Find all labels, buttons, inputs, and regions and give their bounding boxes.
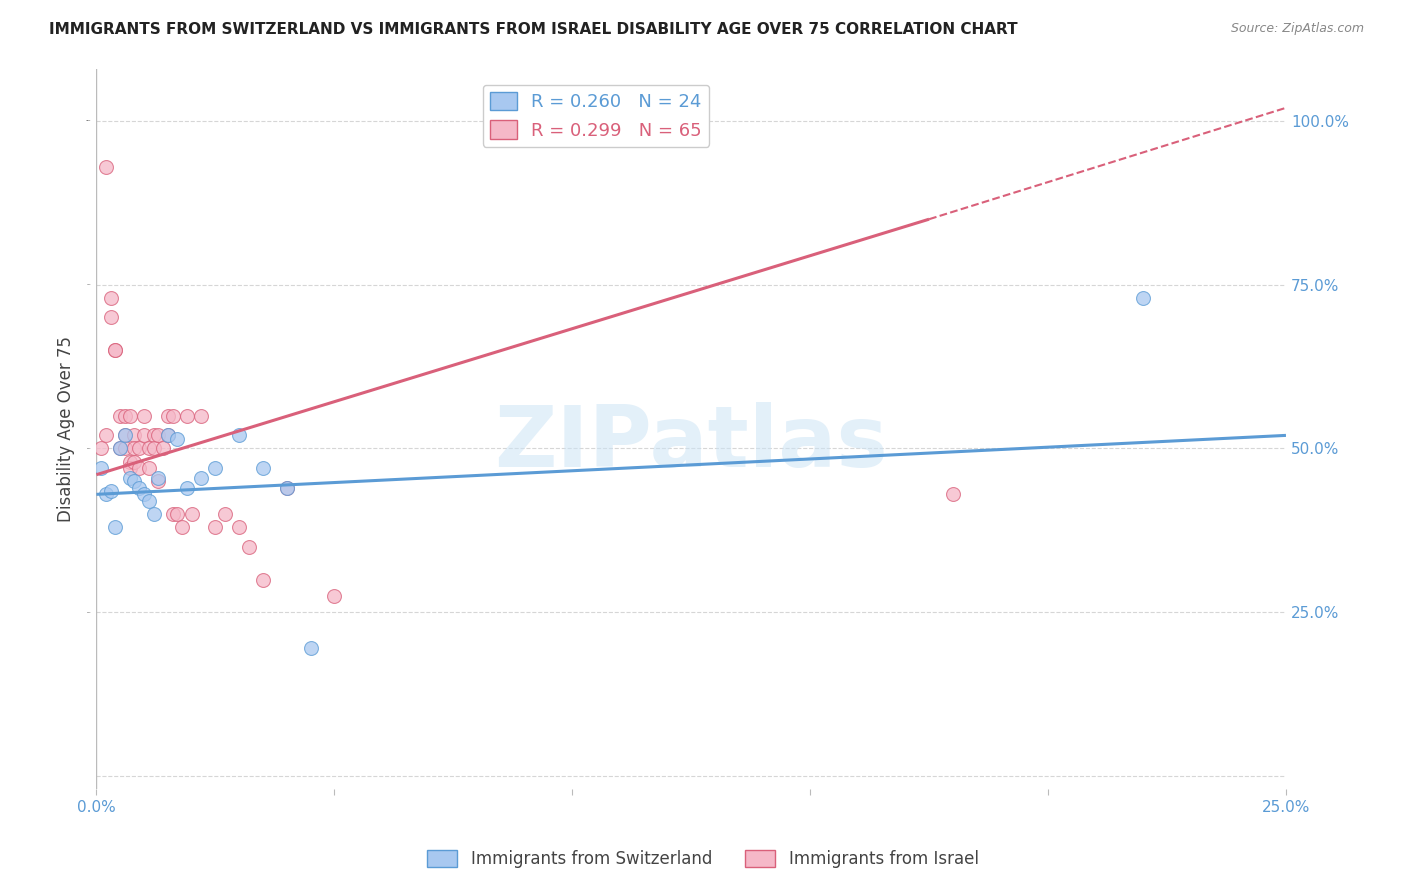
- Point: [176, 409, 198, 423]
- Point: [100, 310, 122, 325]
- Point: [252, 573, 274, 587]
- Point: [118, 461, 141, 475]
- Point: [114, 442, 136, 456]
- Point: [138, 494, 160, 508]
- Point: [170, 520, 193, 534]
- Point: [94, 160, 117, 174]
- Point: [228, 428, 250, 442]
- Point: [323, 589, 346, 603]
- Point: [104, 520, 127, 534]
- Point: [299, 641, 322, 656]
- Point: [114, 409, 136, 423]
- Point: [138, 442, 160, 456]
- Point: [142, 428, 165, 442]
- Point: [108, 442, 131, 456]
- Point: [124, 475, 146, 489]
- Point: [204, 461, 226, 475]
- Legend: Immigrants from Switzerland, Immigrants from Israel: Immigrants from Switzerland, Immigrants …: [420, 843, 986, 875]
- Point: [148, 428, 170, 442]
- Point: [128, 442, 150, 456]
- Point: [162, 507, 184, 521]
- Point: [276, 481, 298, 495]
- Point: [238, 540, 260, 554]
- Point: [100, 484, 122, 499]
- Point: [156, 409, 179, 423]
- Point: [190, 409, 212, 423]
- Point: [104, 343, 127, 358]
- Point: [108, 409, 131, 423]
- Point: [104, 343, 127, 358]
- Point: [128, 481, 150, 495]
- Point: [276, 481, 298, 495]
- Point: [204, 520, 226, 534]
- Point: [94, 487, 117, 501]
- Point: [156, 428, 179, 442]
- Text: IMMIGRANTS FROM SWITZERLAND VS IMMIGRANTS FROM ISRAEL DISABILITY AGE OVER 75 COR: IMMIGRANTS FROM SWITZERLAND VS IMMIGRANT…: [49, 22, 1018, 37]
- Text: Source: ZipAtlas.com: Source: ZipAtlas.com: [1230, 22, 1364, 36]
- Point: [132, 428, 155, 442]
- Point: [90, 442, 112, 456]
- Point: [190, 471, 212, 485]
- Point: [132, 487, 155, 501]
- Point: [124, 442, 146, 456]
- Point: [148, 471, 170, 485]
- Point: [228, 520, 250, 534]
- Point: [128, 461, 150, 475]
- Point: [176, 481, 198, 495]
- Point: [138, 461, 160, 475]
- Legend: R = 0.260   N = 24, R = 0.299   N = 65: R = 0.260 N = 24, R = 0.299 N = 65: [482, 85, 709, 147]
- Point: [118, 471, 141, 485]
- Text: ZIPatlas: ZIPatlas: [495, 401, 889, 484]
- Point: [152, 442, 174, 456]
- Point: [180, 507, 202, 521]
- Point: [252, 461, 274, 475]
- Point: [100, 291, 122, 305]
- Point: [114, 428, 136, 442]
- Point: [124, 454, 146, 468]
- Point: [118, 409, 141, 423]
- Point: [108, 442, 131, 456]
- Point: [148, 475, 170, 489]
- Point: [124, 428, 146, 442]
- Point: [156, 428, 179, 442]
- Y-axis label: Disability Age Over 75: Disability Age Over 75: [58, 335, 75, 522]
- Point: [118, 454, 141, 468]
- Point: [942, 487, 965, 501]
- Point: [142, 507, 165, 521]
- Point: [94, 428, 117, 442]
- Point: [214, 507, 236, 521]
- Point: [142, 442, 165, 456]
- Point: [166, 432, 188, 446]
- Point: [90, 461, 112, 475]
- Point: [132, 409, 155, 423]
- Point: [166, 507, 188, 521]
- Point: [1132, 291, 1154, 305]
- Point: [114, 428, 136, 442]
- Point: [162, 409, 184, 423]
